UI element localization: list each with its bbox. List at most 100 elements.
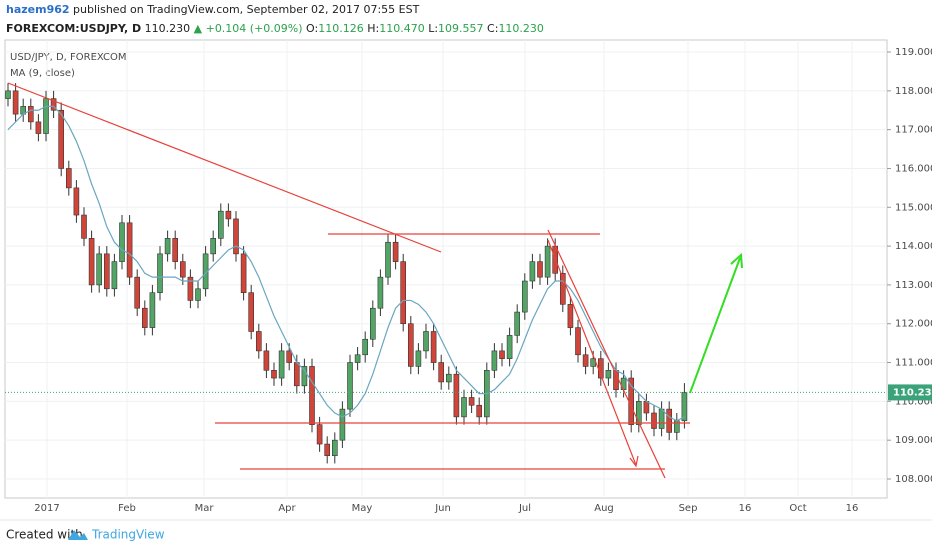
y-tick-label: 116.000: [895, 163, 932, 174]
candle-body: [354, 354, 361, 363]
open: 110.126: [318, 22, 364, 35]
candle-body: [575, 327, 581, 356]
author: hazem962: [6, 3, 70, 16]
projection-arrow: [689, 257, 741, 394]
x-tick-label: May: [352, 503, 373, 514]
arrow-head: [629, 455, 639, 468]
x-tick-label: Apr: [278, 503, 296, 514]
candle-body: [195, 288, 201, 301]
candle-body: [506, 335, 513, 359]
candle-body: [73, 187, 80, 216]
drawings: [7, 82, 743, 479]
candle-body: [407, 323, 414, 367]
candle-body: [529, 261, 536, 282]
candle-body: [347, 362, 353, 410]
channel-arrow: [547, 239, 637, 466]
candle-body: [544, 245, 551, 278]
candle-body: [423, 331, 429, 352]
y-tick-label: 113.000: [895, 280, 932, 291]
candle-body: [142, 307, 148, 328]
legend-main: USD/JPY, D, FOREXCOM: [10, 52, 127, 63]
y-tick-label: 110.000: [895, 396, 932, 407]
y-tick-label: 111.000: [895, 358, 932, 369]
y-tick-label: 115.000: [895, 202, 932, 213]
candle-body: [210, 238, 216, 255]
symbol: FOREXCOM:USDJPY, D: [6, 22, 141, 35]
price: 110.230: [145, 22, 191, 35]
y-tick-label: 109.000: [895, 435, 932, 446]
candle-body: [362, 338, 369, 356]
candle-body: [126, 222, 133, 278]
header-line-1: hazem962 published on TradingView.com, S…: [6, 3, 420, 16]
y-tick-label: 108.000: [895, 474, 932, 485]
ma-line: [7, 105, 685, 422]
candle-body: [43, 98, 49, 134]
candle-body: [316, 424, 323, 445]
candle-body: [331, 439, 338, 456]
y-tick-label: 119.000: [895, 47, 932, 58]
trend-line: [7, 82, 442, 253]
candle-body: [438, 362, 445, 383]
high: 110.470: [379, 22, 425, 35]
y-tick-label: 112.000: [895, 319, 932, 330]
close-label: C:: [487, 22, 498, 35]
candle-body: [157, 253, 163, 293]
candle-body: [430, 331, 437, 363]
candle-body: [521, 280, 528, 313]
candle-body: [301, 366, 308, 387]
x-tick-label: Jun: [434, 503, 451, 514]
y-tick-label: 114.000: [895, 241, 932, 252]
change: ▲ +0.104 (+0.09%): [194, 22, 303, 35]
candle-body: [50, 98, 57, 111]
candle-body: [559, 272, 566, 305]
candle-body: [476, 404, 483, 418]
candle-body: [58, 109, 65, 169]
candle-body: [666, 408, 673, 433]
candle-body: [225, 210, 232, 220]
candle-body: [385, 241, 391, 278]
candle-body: [88, 238, 95, 286]
y-tick-label: 118.000: [895, 86, 932, 97]
candle-body: [263, 350, 270, 371]
candle-body: [119, 222, 125, 262]
candle-body: [255, 331, 262, 352]
candle-body: [271, 370, 277, 379]
candle-body: [180, 261, 186, 278]
candle-body: [537, 261, 543, 278]
candle-body: [681, 392, 688, 422]
candle-body: [635, 401, 642, 425]
candle-body: [248, 292, 254, 332]
candle-body: [286, 350, 293, 363]
candle-body: [453, 373, 460, 418]
candle-body: [27, 106, 34, 123]
candle-body: [491, 350, 498, 371]
y-tick-label: 117.000: [895, 125, 932, 136]
candle-body: [134, 276, 140, 309]
candle-body: [172, 238, 178, 262]
candle-body: [392, 241, 399, 262]
candle-body: [278, 350, 285, 379]
candle-body: [309, 366, 315, 425]
candle-body: [240, 253, 247, 293]
candle-body: [187, 276, 194, 301]
x-tick-label: 16: [739, 503, 752, 514]
high-label: H:: [367, 22, 379, 35]
candle-body: [5, 90, 11, 99]
channel-line: [547, 229, 666, 479]
candle-body: [415, 350, 422, 367]
footer-created: Created with: [6, 528, 83, 542]
candle-body: [605, 370, 612, 379]
x-tick-label: Feb: [118, 503, 136, 514]
footer-brand[interactable]: TradingView: [91, 528, 165, 542]
candle-body: [400, 261, 407, 325]
candle-body: [658, 408, 665, 429]
candle-body: [445, 373, 452, 383]
x-tick-label: Mar: [195, 503, 215, 514]
x-tick-label: Oct: [789, 503, 806, 514]
plot-frame: [4, 39, 888, 499]
candle-body: [104, 253, 110, 290]
arrow-head: [730, 252, 743, 269]
close: 110.230: [498, 22, 544, 35]
candle-body: [377, 276, 384, 309]
